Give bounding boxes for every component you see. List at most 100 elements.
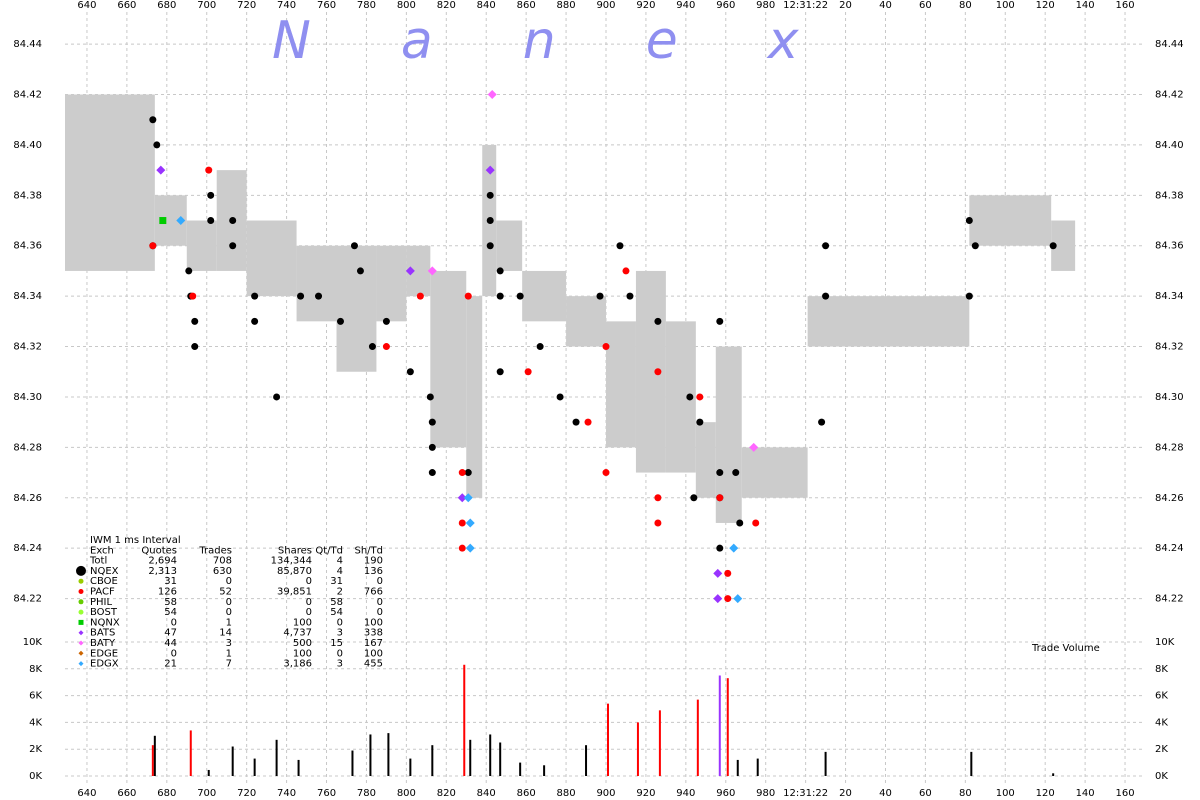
y-tick-label-right: 84.24 — [1155, 543, 1184, 554]
table-cell: 0 — [337, 617, 343, 628]
trade-marker — [486, 217, 494, 225]
table-cell: 0 — [377, 597, 383, 608]
trade-marker — [416, 292, 424, 300]
y-tick-label-right: 84.26 — [1155, 493, 1184, 504]
y-tick-label-right: 84.22 — [1155, 594, 1184, 605]
x-tick-label-top: 880 — [557, 0, 576, 11]
trade-marker — [78, 599, 84, 605]
table-cell: 85,870 — [277, 566, 312, 577]
trade-marker — [486, 242, 494, 250]
table-cell: 136 — [364, 566, 383, 577]
x-tick-label-bottom: 940 — [676, 788, 695, 799]
table-header: Exch — [90, 545, 114, 556]
table-header: Trades — [198, 545, 232, 556]
x-tick-label-bottom: 960 — [716, 788, 735, 799]
table-cell: 7 — [226, 659, 232, 670]
volume-bar — [387, 733, 390, 776]
trade-marker — [536, 343, 544, 351]
trade-marker — [251, 292, 259, 300]
legend-label: BOST — [90, 607, 118, 618]
volume-bar — [585, 745, 588, 776]
trade-marker — [207, 217, 215, 225]
trade-marker — [696, 418, 704, 426]
x-tick-label-top: 940 — [676, 0, 695, 11]
trade-marker — [716, 544, 724, 552]
x-tick-label-bottom: 860 — [517, 788, 536, 799]
trade-marker — [191, 343, 199, 351]
y-tick-label-left: 84.32 — [13, 342, 42, 353]
volume-bar — [463, 664, 466, 776]
volume-bar — [499, 742, 502, 776]
table-cell: 14 — [219, 628, 232, 639]
trade-marker — [556, 393, 564, 401]
x-tick-label-bottom: 840 — [477, 788, 496, 799]
table-cell: 3 — [337, 659, 343, 670]
table-cell: 52 — [219, 587, 232, 598]
x-tick-label-top: 680 — [157, 0, 176, 11]
nbbo-band — [807, 296, 970, 347]
volume-tick-label-right: 8K — [1155, 664, 1168, 675]
trade-marker — [626, 292, 634, 300]
y-tick-label-left: 84.38 — [13, 190, 42, 201]
trade-marker — [251, 317, 259, 325]
trade-marker — [78, 578, 84, 584]
volume-bar — [297, 759, 300, 776]
trade-marker — [229, 217, 237, 225]
trade-marker — [350, 242, 358, 250]
y-tick-label-right: 84.34 — [1155, 291, 1184, 302]
table-header: Quotes — [141, 545, 177, 556]
table-cell: 4,737 — [283, 628, 312, 639]
x-tick-label-bottom: 800 — [397, 788, 416, 799]
x-tick-label-bottom: 12:31:22 — [783, 788, 828, 799]
x-tick-label-bottom: 160 — [1115, 788, 1134, 799]
table-cell: 31 — [330, 576, 343, 587]
trade-marker — [965, 292, 973, 300]
table-cell: 4 — [337, 556, 343, 567]
volume-tick-label-right: 4K — [1155, 717, 1168, 728]
volume-tick-label-right: 10K — [1155, 637, 1175, 648]
volume-tick-label-left: 0K — [29, 771, 42, 782]
x-tick-label-bottom: 120 — [1036, 788, 1055, 799]
axes-layer: 6406406606606806807007007207207407407607… — [13, 0, 1183, 799]
legend-label: CBOE — [90, 576, 118, 587]
table-cell: 500 — [293, 638, 312, 649]
volume-layer — [151, 664, 1055, 776]
table-cell: 54 — [330, 607, 343, 618]
trade-marker — [654, 519, 662, 527]
trade-marker — [516, 292, 524, 300]
trade-marker — [716, 494, 724, 502]
x-tick-label-bottom: 60 — [919, 788, 932, 799]
volume-label: Trade Volume — [1031, 643, 1100, 654]
trade-marker — [486, 191, 494, 199]
trade-marker — [405, 266, 415, 276]
table-cell: 708 — [213, 556, 232, 567]
nbbo-band — [296, 245, 337, 322]
x-tick-label-bottom: 20 — [839, 788, 852, 799]
nbbo-band — [65, 94, 155, 271]
x-tick-label-top: 40 — [879, 0, 892, 11]
trade-marker — [428, 443, 436, 451]
trade-marker — [596, 292, 604, 300]
y-tick-label-right: 84.38 — [1155, 190, 1184, 201]
table-cell: 1 — [226, 648, 232, 659]
x-tick-label-bottom: 920 — [636, 788, 655, 799]
nbbo-band — [1051, 220, 1076, 271]
y-tick-label-right: 84.28 — [1155, 442, 1184, 453]
trade-marker — [176, 216, 186, 226]
table-cell: 134,344 — [271, 556, 312, 567]
table-cell: 0 — [337, 648, 343, 659]
x-tick-label-top: 840 — [477, 0, 496, 11]
trade-marker — [686, 393, 694, 401]
table-cell: 0 — [306, 607, 312, 618]
legend-label: NQNX — [90, 617, 120, 628]
trade-marker — [382, 343, 390, 351]
volume-tick-label-right: 2K — [1155, 744, 1168, 755]
trade-marker — [149, 116, 157, 124]
x-tick-label-top: 700 — [197, 0, 216, 11]
volume-bar — [275, 739, 278, 776]
volume-tick-label-left: 2K — [29, 744, 42, 755]
trade-marker — [736, 519, 744, 527]
trade-marker — [464, 469, 472, 477]
volume-tick-label-right: 0K — [1155, 771, 1168, 782]
x-tick-label-bottom: 40 — [879, 788, 892, 799]
